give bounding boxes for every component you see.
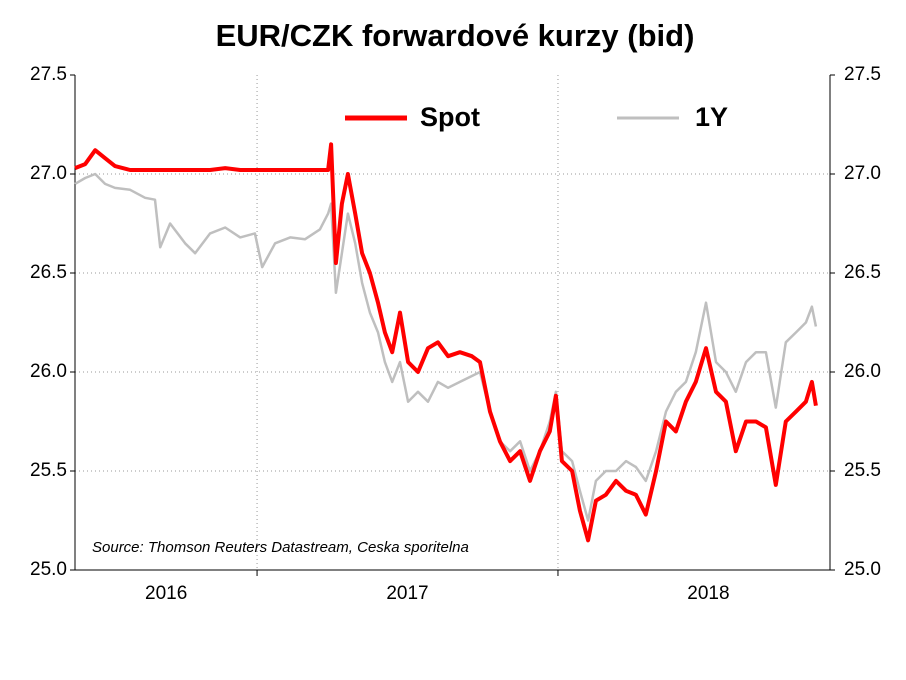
y-tick-label: 27.5 bbox=[30, 64, 67, 85]
y-tick-label: 26.5 bbox=[30, 262, 67, 283]
chart-title: EUR/CZK forwardové kurzy (bid) bbox=[216, 18, 695, 53]
legend-label: 1Y bbox=[695, 102, 728, 132]
x-tick-label: 2018 bbox=[687, 583, 729, 604]
y-tick-label: 27.0 bbox=[30, 163, 67, 184]
y-tick-label: 25.0 bbox=[30, 559, 67, 580]
y2-tick-label: 26.5 bbox=[844, 262, 881, 283]
x-tick-label: 2017 bbox=[386, 583, 428, 604]
annotation: Source: Thomson Reuters Datastream, Cesk… bbox=[92, 539, 469, 556]
y2-tick-label: 25.5 bbox=[844, 460, 881, 481]
legend-label: Spot bbox=[420, 102, 480, 132]
line-series bbox=[74, 142, 818, 543]
y2-tick-label: 25.0 bbox=[844, 559, 881, 580]
y2-tick-label: 26.0 bbox=[844, 361, 881, 382]
x-tick-label: 2016 bbox=[145, 583, 187, 604]
y-tick-label: 25.5 bbox=[30, 460, 67, 481]
y2-tick-label: 27.0 bbox=[844, 163, 881, 184]
y2-tick-label: 27.5 bbox=[844, 64, 881, 85]
y-tick-label: 26.0 bbox=[30, 361, 67, 382]
line-series bbox=[74, 172, 818, 522]
